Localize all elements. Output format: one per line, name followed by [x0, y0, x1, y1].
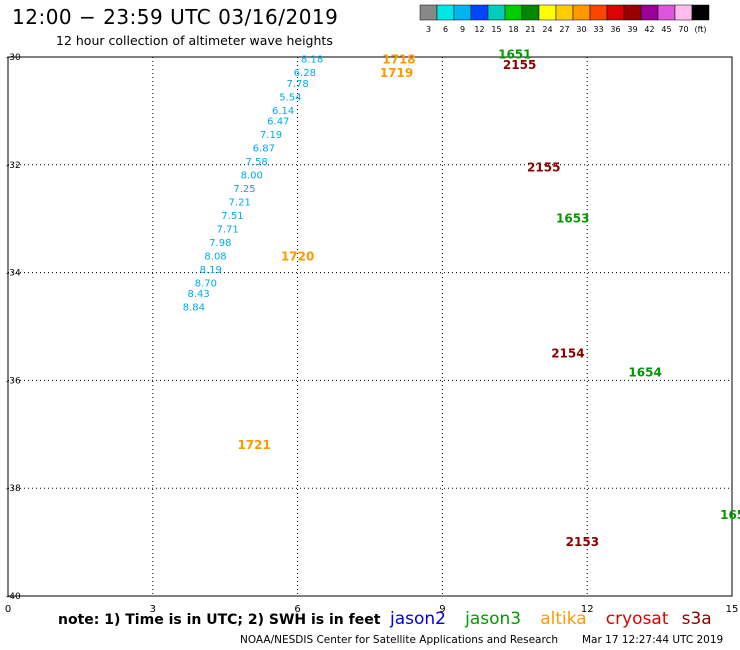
swh-value: 7.78 [286, 79, 308, 90]
swh-value: 8.84 [183, 303, 205, 314]
x-tick-label: 12 [581, 604, 594, 615]
colorbar-swatch [487, 4, 506, 21]
colorbar-label: 36 [610, 25, 620, 34]
note-text: note: 1) Time is in UTC; 2) SWH is in fe… [58, 612, 381, 628]
swh-value: 5.54 [279, 92, 301, 103]
legend-cryosat: cryosat [605, 609, 669, 629]
pass-time-label: 1655 [720, 508, 740, 522]
pass-time-label: 1721 [237, 438, 270, 452]
x-tick-label: 15 [726, 604, 739, 615]
timestamp-text: Mar 17 12:27:44 UTC 2019 [582, 634, 724, 646]
legend-jason3: jason3 [465, 609, 522, 629]
swh-value: 6.47 [267, 117, 289, 128]
colorbar-label: 9 [460, 25, 465, 34]
colorbar-swatch [572, 4, 591, 21]
colorbar-swatch [555, 4, 574, 21]
colorbar-label: 18 [508, 25, 518, 34]
colorbar-swatch [521, 4, 540, 21]
swh-value: 7.19 [260, 130, 282, 141]
colorbar-swatch [640, 4, 659, 21]
pass-time-label: 1651 [498, 47, 531, 61]
credit-text: NOAA/NESDIS Center for Satellite Applica… [240, 634, 558, 646]
pass-time-label: 1720 [281, 249, 314, 263]
colorbar-label: 12 [474, 25, 484, 34]
colorbar-swatch [623, 4, 642, 21]
colorbar-label: 6 [443, 25, 448, 34]
page-title: 12:00 − 23:59 UTC 03/16/2019 [12, 5, 339, 29]
swh-value: 7.25 [233, 184, 255, 195]
colorbar-label: 45 [661, 25, 671, 34]
colorbar-swatch [419, 4, 438, 21]
pass-time-label: 2153 [566, 535, 599, 549]
colorbar-label: 30 [576, 25, 586, 34]
swh-value: 6.28 [294, 68, 316, 79]
legend-s3a: s3a [681, 609, 712, 629]
colorbar-swatch [589, 4, 608, 21]
x-tick-label: 0 [5, 604, 11, 615]
swh-value: 8.08 [204, 251, 226, 262]
plot-frame [7, 56, 733, 597]
pass-time-label: 2155 [503, 58, 536, 72]
colorbar-label: 24 [542, 25, 552, 34]
pass-time-label: 1653 [556, 212, 589, 226]
colorbar-swatch [674, 4, 693, 21]
swh-value: 6.14 [272, 106, 294, 117]
colorbar-swatch [606, 4, 625, 21]
swh-value: 8.70 [195, 278, 217, 289]
swh-value: 6.87 [253, 144, 275, 155]
colorbar-swatch [470, 4, 489, 21]
x-tick-label: 6 [294, 604, 300, 615]
colorbar-label: 27 [559, 25, 569, 34]
swh-value: 8.19 [200, 265, 222, 276]
colorbar-label: 42 [644, 25, 654, 34]
colorbar-label: 21 [525, 25, 535, 34]
legend-jason2: jason2 [390, 609, 446, 629]
x-tick-label: 9 [439, 604, 445, 615]
y-tick-label: -40 [6, 592, 21, 602]
colorbar-swatch [453, 4, 472, 21]
colorbar-swatch [657, 4, 676, 21]
swh-value: 7.71 [216, 224, 238, 235]
colorbar-label: 3 [426, 25, 431, 34]
x-tick-label: 3 [150, 604, 156, 615]
swh-value: 7.58 [245, 157, 267, 168]
colorbar-label: 33 [593, 25, 603, 34]
pass-time-label: 2155 [527, 160, 560, 174]
colorbar-label: 15 [491, 25, 501, 34]
colorbar-swatch [538, 4, 557, 21]
satellite-legend: jason2 jason3 altika cryosat s3a [390, 609, 712, 629]
pass-time-label: 1719 [380, 66, 413, 80]
y-tick-label: -38 [6, 484, 21, 494]
y-tick-label: -32 [6, 161, 21, 171]
swh-value: 7.21 [229, 198, 251, 209]
colorbar-swatch [691, 4, 710, 21]
pass-time-label: 2154 [551, 346, 584, 360]
colorbar-label: (ft) [694, 25, 706, 34]
swh-value: 7.51 [221, 211, 243, 222]
colorbar-label: 39 [627, 25, 637, 34]
y-tick-label: -34 [6, 269, 21, 279]
pass-time-label: 1654 [628, 365, 661, 379]
legend-altika: altika [540, 609, 587, 629]
y-tick-label: -36 [6, 376, 21, 386]
swh-value: 7.98 [209, 238, 231, 249]
pass-time-label: 1718 [382, 53, 415, 67]
page-subtitle: 12 hour collection of altimeter wave hei… [56, 33, 333, 48]
swh-value: 8.18 [301, 55, 323, 66]
swh-value: 8.43 [188, 289, 210, 300]
colorbar-swatch [436, 4, 455, 21]
y-tick-label: -30 [6, 53, 21, 63]
colorbar-swatch [504, 4, 523, 21]
swh-value: 8.00 [241, 171, 263, 182]
colorbar-label: 70 [678, 25, 688, 34]
